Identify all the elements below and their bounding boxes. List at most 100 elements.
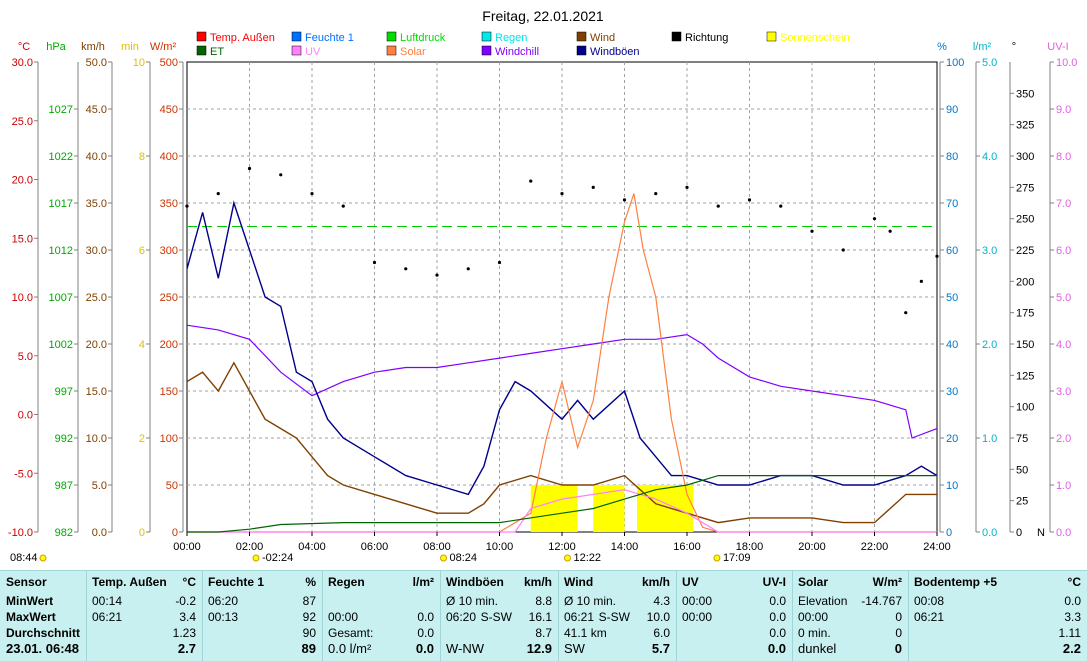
axis-tick-label: 25.0	[12, 116, 33, 128]
direction-point	[466, 267, 470, 271]
axis-tick-label: 4.0	[982, 151, 997, 163]
summary-cell: 0 min.	[798, 626, 831, 640]
direction-point	[654, 192, 658, 196]
summary-cell: W-NW	[446, 641, 485, 656]
axis-tick-label: 1007	[49, 292, 73, 304]
summary-row: 41.1 km 6.0	[564, 625, 670, 641]
axis-tick-label: 1027	[49, 104, 73, 116]
axis-unit: km/h	[81, 41, 105, 53]
summary-unit: l/m²	[412, 575, 434, 589]
legend-label: Wind	[590, 32, 615, 44]
summary-cell: 00:14	[92, 594, 123, 608]
sun-marker-icon	[563, 554, 571, 562]
sunshine-block	[530, 485, 578, 532]
axis-tick-label: 2.0	[982, 339, 997, 351]
axis-tick-label: 15.0	[86, 386, 107, 398]
direction-point	[560, 192, 564, 196]
x-tick-label: 14:00	[611, 541, 639, 553]
axis-tick-label: 4	[139, 339, 145, 351]
axis-tick-label: 10	[133, 57, 145, 69]
summary-cell: 0	[895, 626, 902, 640]
x-tick-label: 02:00	[236, 541, 264, 553]
summary-cell: Ø 10 min.	[564, 594, 617, 608]
legend-swatch	[291, 31, 302, 42]
summary-cell: -0.2	[175, 594, 196, 608]
summary-cell: MaxWert	[6, 610, 56, 624]
axis-tick-label: 8	[139, 151, 145, 163]
axis-tick-label: 6	[139, 245, 145, 257]
summary-row: W-NW 12.9	[446, 641, 552, 657]
axis-tick-label: 992	[55, 433, 73, 445]
axis-tick-label: 500	[160, 57, 178, 69]
direction-point	[529, 179, 533, 183]
legend-swatch	[671, 31, 682, 42]
summary-row: 00:00 0.0	[328, 609, 434, 625]
axis-tick-label: 20.0	[12, 175, 33, 187]
axis-tick-label: 0.0	[92, 527, 107, 539]
axis-tick-label: 0	[946, 527, 952, 539]
axis-tick-label: 25.0	[86, 292, 107, 304]
x-tick-label: 10:00	[486, 541, 514, 553]
axis-tick-label: 2	[139, 433, 145, 445]
summary-cell: -14.767	[861, 594, 902, 608]
axis-tick-label: 1.0	[982, 433, 997, 445]
direction-point	[404, 267, 408, 271]
summary-row: 06:21 3.4	[92, 609, 196, 625]
direction-point	[247, 166, 252, 171]
summary-cell: 0.0	[1064, 594, 1081, 608]
summary-cell: 2.7	[177, 641, 196, 656]
summary-column: Sensor MinWert MaxWert Durchschnitt 23.01. 0…	[0, 571, 87, 661]
axis-tick-label: -5.0	[14, 468, 33, 480]
axis-tick-label: 250	[160, 292, 178, 304]
sun-marker-icon	[440, 554, 447, 562]
axis-tick-label: 1.0	[1056, 480, 1071, 492]
summary-cell: 1.11	[1058, 626, 1081, 640]
axis-tick-label: 5.0	[92, 480, 107, 492]
axis-tick-label: 5.0	[1056, 292, 1071, 304]
axis-unit: °	[1012, 41, 1016, 53]
legend-label: Sonnenschein	[780, 32, 850, 44]
direction-point	[779, 204, 783, 208]
axis-tick-label: 30.0	[12, 57, 33, 69]
axis-tick-label: 4.0	[1056, 339, 1071, 351]
axis-tick-label: 30	[946, 386, 958, 398]
axis-unit: min	[121, 41, 139, 53]
chart-title: Freitag, 22.01.2021	[482, 8, 604, 24]
summary-row	[328, 593, 434, 609]
direction-point	[685, 185, 689, 189]
axis-tick-label: 100	[160, 433, 178, 445]
summary-cell: 0.0	[769, 594, 786, 608]
grid	[187, 62, 937, 532]
legend: Temp. Außen Feuchte 1 Luftdruck Regen Wind Ri…	[196, 31, 850, 58]
summary-cell: S-SW	[598, 610, 630, 624]
summary-title: Feuchte 1	[208, 575, 265, 589]
summary-cell: 06:21	[914, 610, 945, 624]
x-tick-label: 22:00	[861, 541, 889, 553]
weather-chart: Freitag, 22.01.2021 Temp. Außen Feuchte 1…	[8, 8, 1078, 564]
legend-swatch	[481, 31, 492, 42]
axis-tick-label: 987	[55, 480, 73, 492]
summary-cell: 0	[894, 641, 902, 656]
axis-tick-label: 40.0	[86, 151, 107, 163]
direction-point	[810, 229, 814, 233]
summary-row: 06:21 3.3	[914, 609, 1081, 625]
axis-tick-label: 300	[1016, 151, 1034, 163]
axis-unit: %	[937, 41, 947, 53]
summary-cell: 12.9	[526, 641, 552, 656]
axis-tick-label: 150	[1016, 339, 1034, 351]
series-line-et	[187, 475, 937, 533]
summary-cell: 06:21	[564, 610, 595, 624]
summary-cell: 10.0	[646, 610, 670, 624]
axis-tick-label: 20	[946, 433, 958, 445]
axis-tick-label: 45.0	[86, 104, 107, 116]
summary-row: 8.7	[446, 625, 552, 641]
legend-label: Solar	[400, 46, 426, 58]
axis-tick-label: 100	[1016, 402, 1034, 414]
axis-unit: °C	[18, 41, 30, 53]
summary-row: 06:21 S-SW 10.0	[564, 609, 670, 625]
axis-unit: W/m²	[150, 41, 177, 53]
summary-cell: 0.0	[417, 626, 434, 640]
axis-tick-label: 50.0	[86, 57, 107, 69]
summary-cell: 87	[302, 594, 316, 608]
summary-row: 89	[208, 641, 316, 657]
